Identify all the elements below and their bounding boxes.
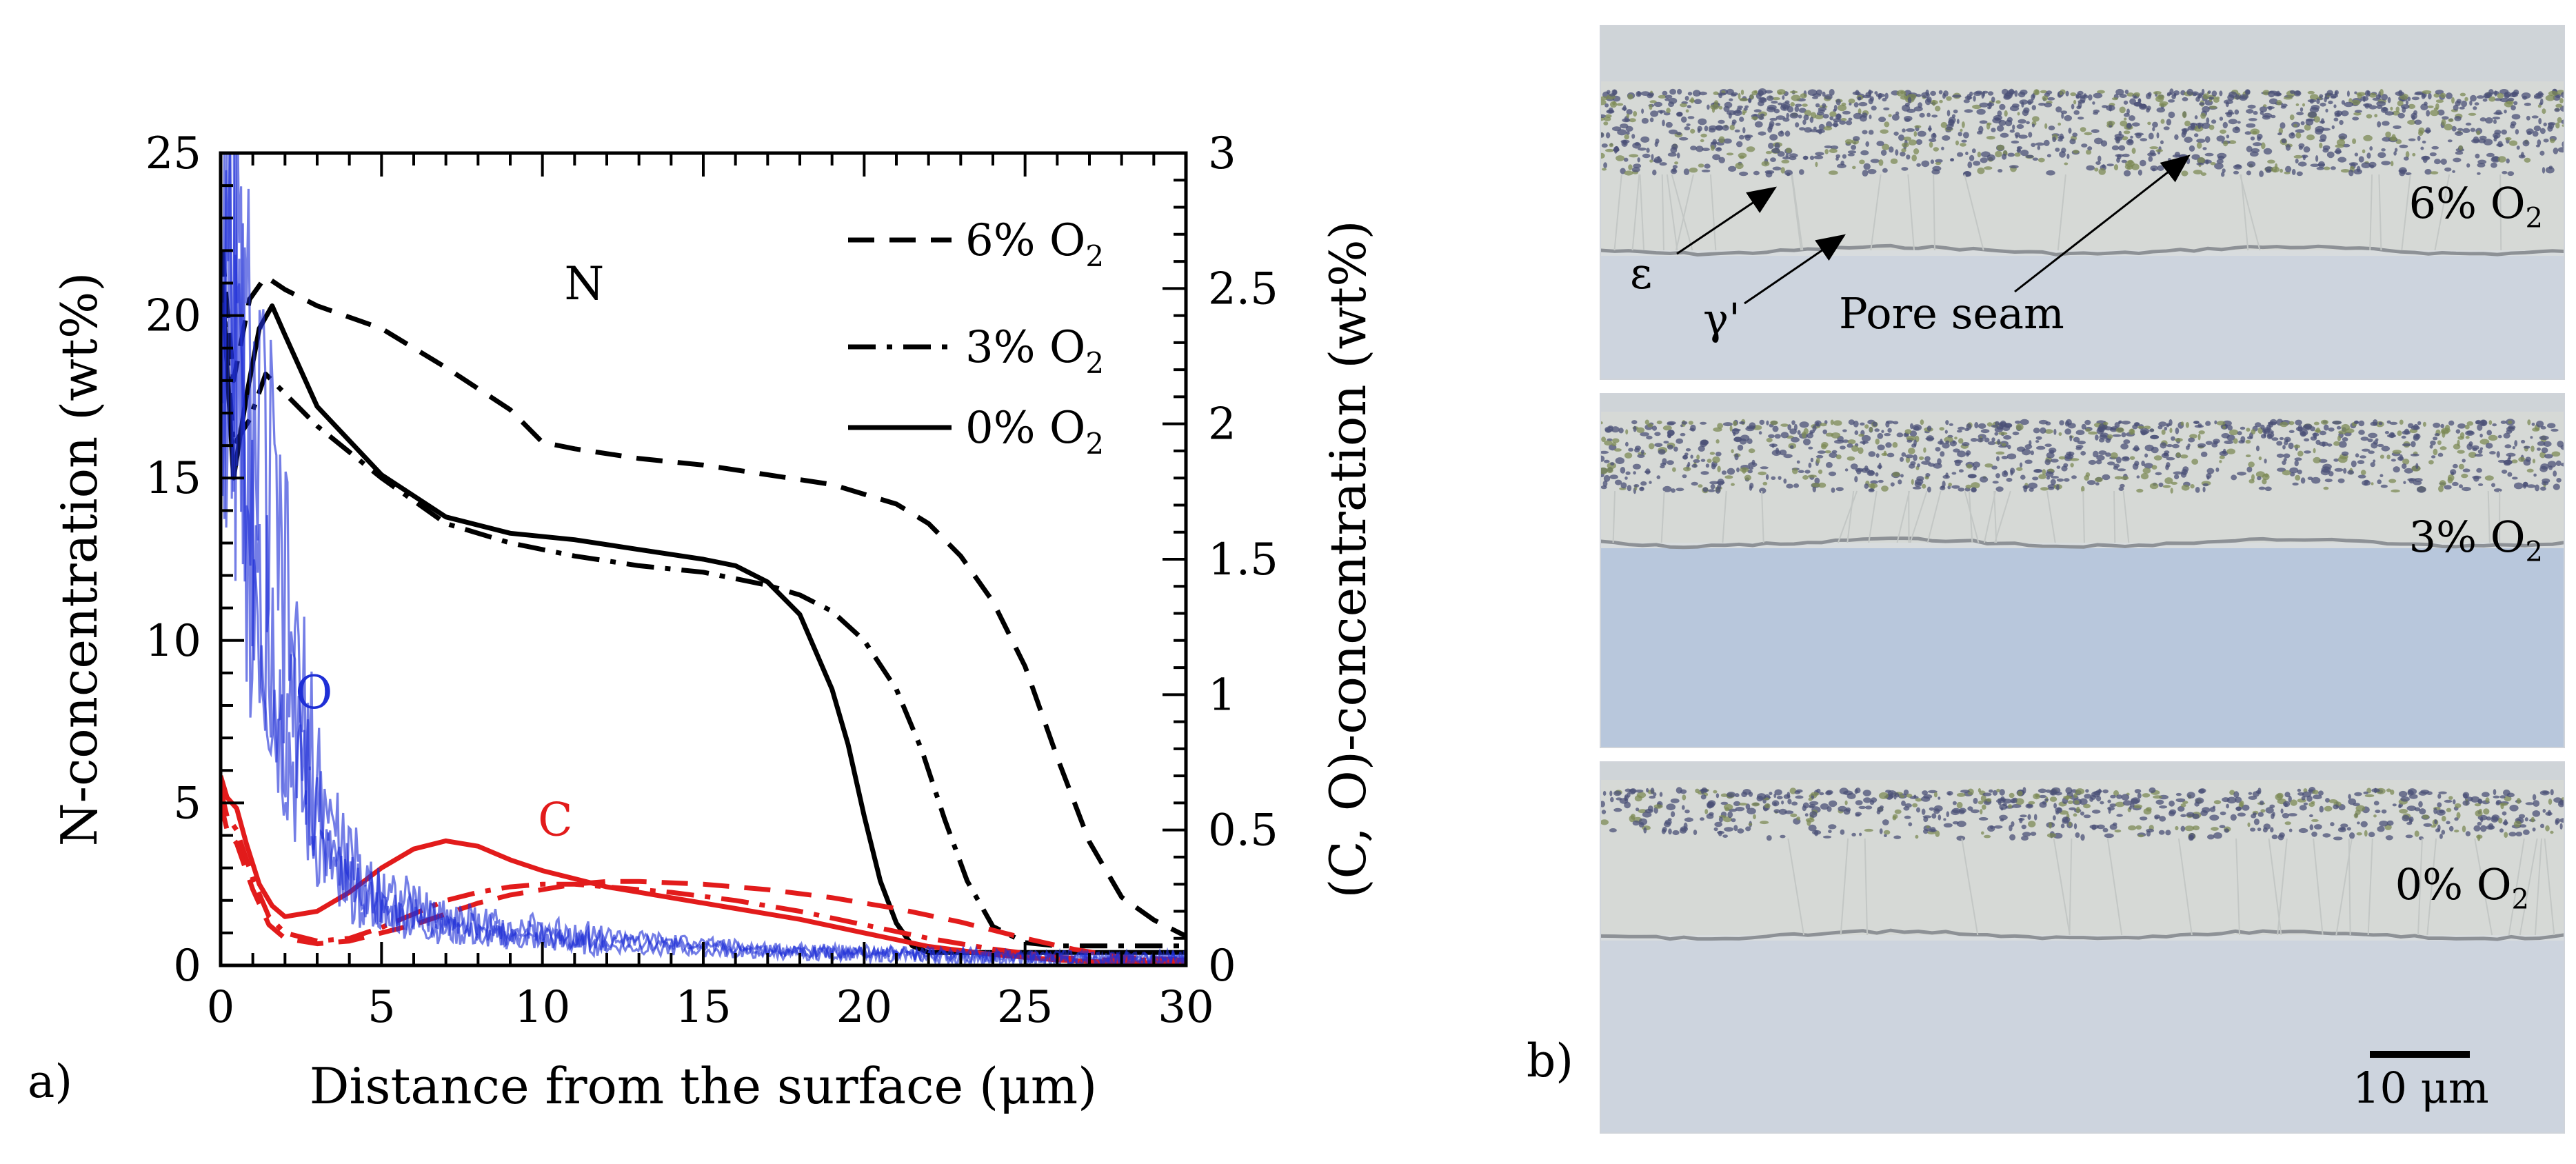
y-left-tick-label: 0 bbox=[173, 941, 201, 992]
micrograph-label-6pct: 6% O2 bbox=[2408, 178, 2543, 234]
micrograph-3pct-o2-image bbox=[1601, 394, 2564, 747]
y-left-tick-label: 15 bbox=[145, 453, 201, 504]
series-line-c-dashdot bbox=[221, 788, 1186, 963]
x-tick-label: 20 bbox=[836, 982, 892, 1033]
micrograph-3pct-o2: 3% O2 bbox=[1600, 393, 2565, 748]
x-tick-label: 30 bbox=[1158, 982, 1214, 1033]
series-line-c-solid bbox=[221, 775, 1186, 965]
curve-annotation-n: N bbox=[564, 257, 604, 310]
y-left-tick-label: 10 bbox=[145, 616, 201, 667]
series-line-o-6 bbox=[221, 153, 1186, 965]
concentration-chart: 0 5 10 15 20 25 30051015202500.511.522.53Dista… bbox=[50, 128, 1377, 1115]
micrograph-label-0pct: 0% O2 bbox=[2395, 859, 2529, 916]
legend-label-0: 6% O2 bbox=[965, 215, 1104, 273]
micrograph-0pct-o2-image bbox=[1601, 763, 2564, 1132]
legend-label-1: 3% O2 bbox=[965, 322, 1104, 380]
y-left-tick-label: 20 bbox=[145, 291, 201, 342]
x-tick-label: 5 bbox=[368, 982, 396, 1033]
scale-bar-label: 10 μm bbox=[2353, 1063, 2489, 1113]
series-line-c-dashed bbox=[221, 802, 1186, 963]
y-left-tick-label: 25 bbox=[145, 128, 201, 179]
y-right-tick-label: 3 bbox=[1208, 128, 1236, 179]
y-left-tick-label: 5 bbox=[173, 778, 201, 829]
x-tick-label: 0 bbox=[207, 982, 235, 1033]
curve-annotation-c: C bbox=[538, 794, 573, 847]
pore-seam-label: Pore seam bbox=[1839, 288, 2064, 339]
legend-label-2: 0% O2 bbox=[965, 403, 1104, 461]
micrograph-0pct-o2: 0% O2 10 μm bbox=[1600, 761, 2565, 1134]
epsilon-label: ε bbox=[1630, 248, 1653, 299]
y-right-tick-label: 2 bbox=[1208, 399, 1236, 450]
series-line-n-solid bbox=[221, 283, 1186, 955]
y-right-tick-label: 2.5 bbox=[1208, 263, 1278, 314]
x-tick-label: 10 bbox=[514, 982, 570, 1033]
y-right-tick-label: 0 bbox=[1208, 941, 1236, 992]
panel-letter-b: b) bbox=[1527, 1034, 1573, 1087]
y-right-tick-label: 0.5 bbox=[1208, 805, 1278, 856]
x-axis-label: Distance from the surface (μm) bbox=[310, 1057, 1098, 1115]
micrograph-panel-b: b) 6% O2 ε γ' Pore seam 3% O2 0% O2 10 μ… bbox=[1503, 0, 2576, 1164]
series-line-o-7 bbox=[221, 153, 1186, 965]
panel-letter-a: a) bbox=[28, 1055, 73, 1108]
micrograph-6pct-o2-image bbox=[1601, 26, 2564, 379]
micrograph-label-3pct: 3% O2 bbox=[2408, 512, 2543, 568]
chart-panel-a: 0 5 10 15 20 25 30 0 5 10 15 20 25 0 0.5 1 1.5 2 2.5 3 Dista… bbox=[28, 128, 1377, 1115]
x-tick-label: 15 bbox=[675, 982, 731, 1033]
y-right-axis-label: (C, O)-concentration (wt%) bbox=[1319, 220, 1377, 898]
y-right-tick-label: 1.5 bbox=[1208, 534, 1278, 585]
curve-annotation-o: O bbox=[295, 666, 332, 719]
scale-bar-line bbox=[2370, 1051, 2470, 1058]
x-tick-label: 25 bbox=[997, 982, 1053, 1033]
series-line-n-dashed bbox=[221, 250, 1186, 939]
micrograph-6pct-o2: 6% O2 ε γ' Pore seam bbox=[1600, 25, 2565, 380]
series-line-n-dashdot bbox=[221, 283, 1186, 949]
y-left-axis-label: N-concentration (wt%) bbox=[50, 272, 108, 847]
y-right-tick-label: 1 bbox=[1208, 670, 1236, 721]
gamma-prime-label: γ' bbox=[1703, 294, 1741, 344]
